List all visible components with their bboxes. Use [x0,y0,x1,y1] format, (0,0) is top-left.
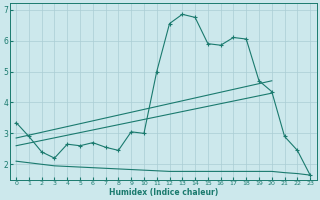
X-axis label: Humidex (Indice chaleur): Humidex (Indice chaleur) [108,188,218,197]
